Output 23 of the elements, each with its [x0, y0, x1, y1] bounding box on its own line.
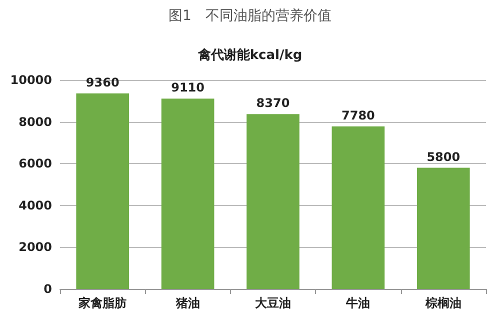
data-label: 8370: [256, 96, 290, 110]
chart-subtitle: 禽代谢能kcal/kg: [196, 47, 302, 63]
data-label: 7780: [341, 108, 375, 122]
y-tick-label: 4000: [18, 198, 52, 212]
x-tick-label: 大豆油: [255, 296, 291, 310]
x-tick-label: 猪油: [174, 296, 200, 310]
y-tick-label: 2000: [18, 240, 52, 254]
chart-title: 图1 不同油脂的营养价值: [168, 8, 332, 24]
data-label: 9110: [171, 80, 205, 95]
bar: [246, 114, 300, 289]
bar: [76, 93, 130, 289]
y-tick-label: 0: [44, 282, 52, 296]
data-label: 5800: [426, 150, 460, 164]
x-tick-label: 棕榈油: [424, 296, 462, 310]
y-tick-label: 6000: [18, 156, 52, 171]
bar: [161, 98, 214, 289]
y-tick-label: 10000: [10, 73, 52, 87]
bar: [332, 126, 385, 289]
data-label: 9360: [86, 75, 120, 90]
x-tick-label: 家禽脂肪: [78, 296, 127, 310]
x-tick-label: 牛油: [345, 296, 370, 310]
bar: [416, 168, 470, 289]
y-tick-label: 8000: [18, 114, 52, 129]
